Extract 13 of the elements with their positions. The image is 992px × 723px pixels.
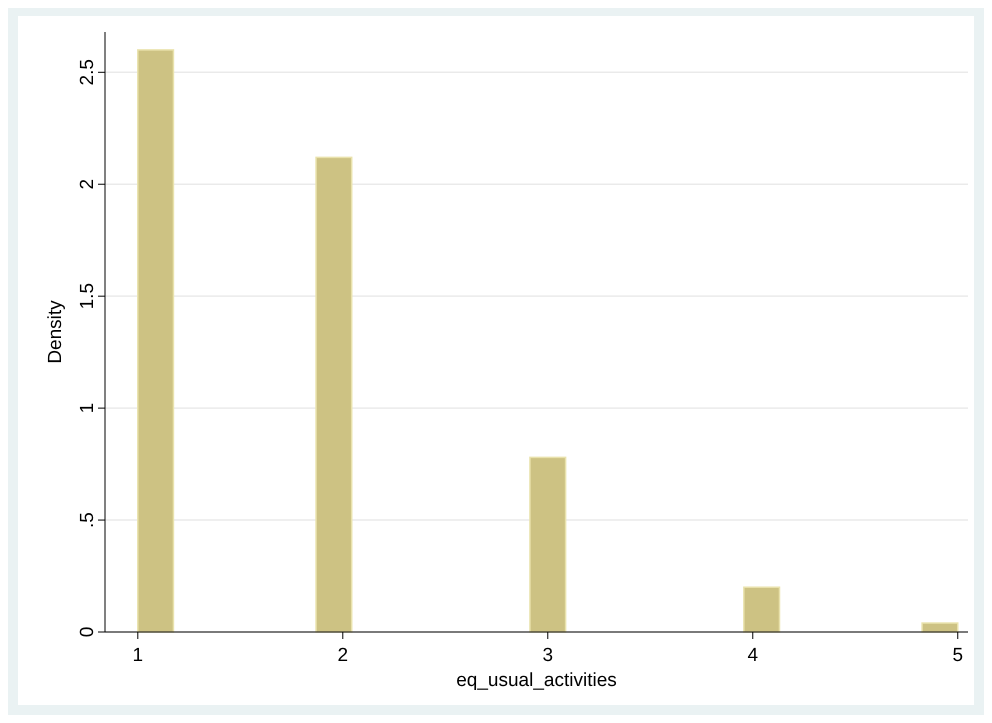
x-tick-label: 4: [747, 645, 758, 666]
y-tick-label: 2: [77, 178, 98, 190]
y-tick-label: 2.5: [77, 59, 98, 86]
y-tick-label: 0: [77, 626, 98, 638]
x-tick-label: 2: [337, 645, 348, 666]
x-tick-label: 3: [542, 645, 554, 666]
y-axis-title: Density: [45, 300, 66, 364]
y-tick-label: .5: [77, 512, 98, 528]
y-tick-label: 1.5: [77, 282, 98, 310]
y-tick-label: 1: [77, 402, 98, 414]
x-axis-title: eq_usual_activities: [456, 670, 617, 691]
x-tick-label: 1: [132, 645, 144, 666]
x-tick-label: 5: [952, 645, 964, 666]
